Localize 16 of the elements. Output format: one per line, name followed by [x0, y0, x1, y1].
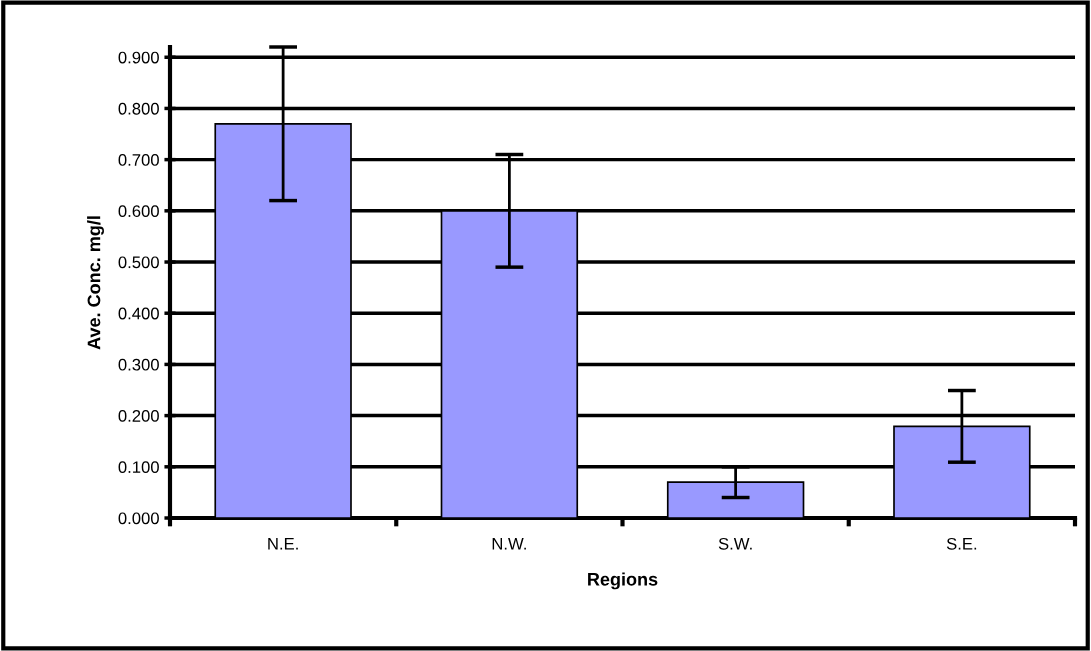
y-axis-title: Ave. Conc. mg/l	[87, 216, 104, 350]
x-tick-label: S.W.	[718, 537, 752, 550]
y-tick-label: 0.200	[118, 410, 159, 422]
y-tick-label: 0.100	[118, 461, 159, 474]
y-tick-label: 0.500	[118, 256, 159, 269]
x-tick-label: N.W.	[492, 538, 526, 550]
y-tick-label: 0.400	[118, 307, 159, 320]
y-tick-label: 0.000	[118, 512, 159, 525]
x-tick-label: N.E.	[268, 538, 298, 550]
y-tick-label: 0.900	[118, 51, 159, 64]
y-tick-label: 0.300	[118, 358, 159, 371]
y-tick-label: 0.600	[118, 205, 159, 218]
y-tick-label: 0.700	[118, 154, 159, 166]
x-axis-title: Regions	[588, 572, 658, 590]
x-tick-label: S.E.	[946, 537, 977, 550]
y-tick-label: 0.800	[118, 102, 159, 115]
